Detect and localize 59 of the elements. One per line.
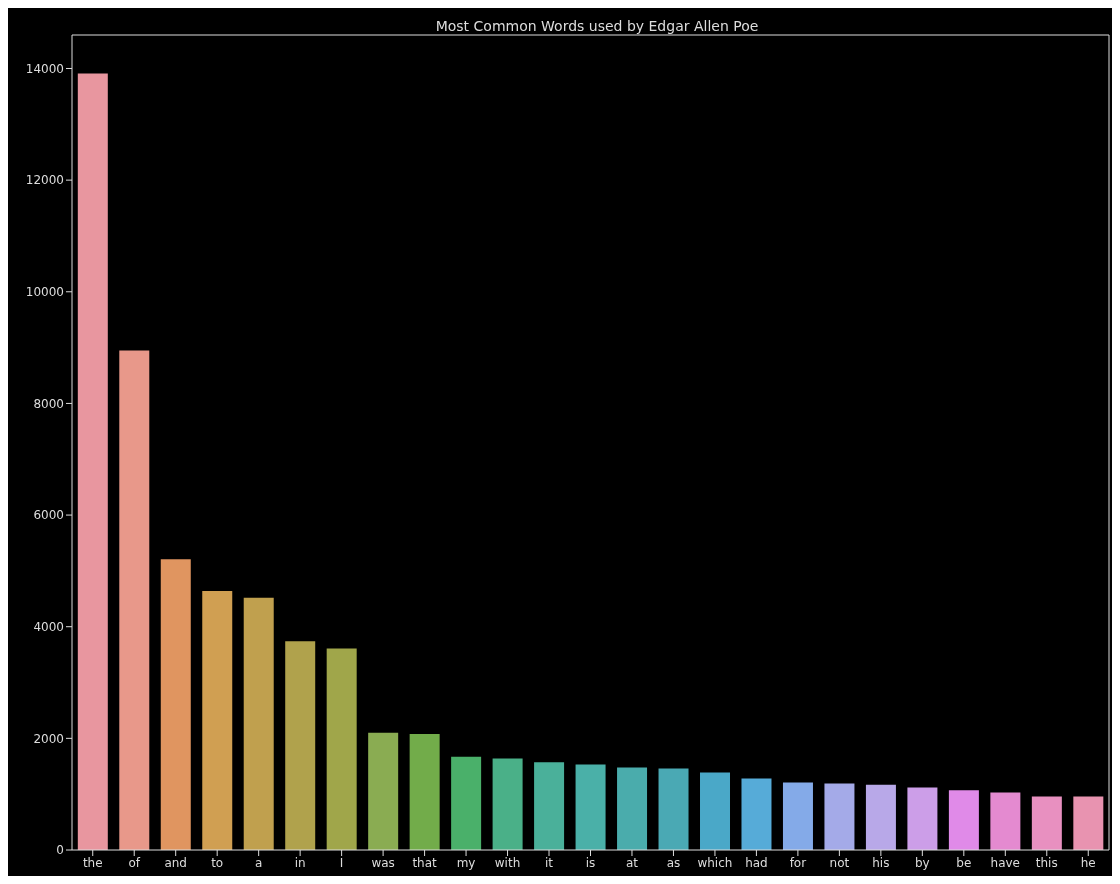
- y-tick-label: 4000: [33, 619, 64, 634]
- bar: [243, 597, 274, 850]
- x-tick-label: of: [128, 855, 141, 870]
- y-tick-label: 0: [56, 843, 64, 858]
- bar: [451, 756, 482, 850]
- bar: [617, 767, 648, 850]
- x-tick-label: not: [829, 855, 850, 870]
- bar: [865, 784, 896, 850]
- x-tick-label: it: [545, 855, 554, 870]
- bar: [202, 590, 233, 850]
- bar: [948, 790, 979, 850]
- x-tick-label: which: [697, 855, 733, 870]
- bar: [700, 772, 731, 850]
- x-tick-label: in: [294, 855, 306, 870]
- y-tick-label: 8000: [33, 396, 64, 411]
- bar: [1031, 796, 1062, 850]
- bar: [782, 782, 813, 850]
- x-tick-label: as: [666, 855, 681, 870]
- bar: [1073, 796, 1104, 850]
- bar: [77, 73, 108, 850]
- chart-title: Most Common Words used by Edgar Allen Poe: [434, 18, 760, 34]
- bar: [285, 641, 316, 850]
- x-tick-label: with: [494, 855, 521, 870]
- x-tick-label: the: [82, 855, 103, 870]
- x-tick-label: by: [914, 855, 930, 870]
- bar: [326, 648, 357, 850]
- bar: [575, 764, 606, 850]
- y-tick-label: 10000: [25, 285, 64, 300]
- bar: [990, 792, 1021, 850]
- bar: [160, 559, 191, 850]
- x-tick-label: I: [339, 855, 344, 870]
- y-tick-label: 12000: [25, 173, 64, 188]
- bar: [658, 768, 689, 850]
- x-tick-label: that: [412, 855, 438, 870]
- x-tick-label: was: [371, 855, 395, 870]
- x-tick-label: is: [585, 855, 596, 870]
- x-tick-label: a: [254, 855, 263, 870]
- x-tick-label: have: [990, 855, 1021, 870]
- bar: [741, 778, 772, 850]
- x-tick-label: be: [956, 855, 972, 870]
- bar: [119, 350, 150, 850]
- x-tick-label: had: [745, 855, 768, 870]
- x-tick-label: he: [1080, 855, 1096, 870]
- x-tick-label: and: [164, 855, 187, 870]
- bar: [824, 783, 855, 850]
- x-tick-label: at: [625, 855, 639, 870]
- y-tick-label: 14000: [25, 61, 64, 76]
- x-tick-label: for: [789, 855, 807, 870]
- bar: [907, 787, 938, 850]
- y-tick-label: 2000: [33, 731, 64, 746]
- bar: [409, 733, 440, 850]
- x-tick-label: his: [872, 855, 890, 870]
- bar: [492, 758, 523, 850]
- bar: [368, 732, 399, 850]
- y-tick-label: 6000: [33, 508, 64, 523]
- x-tick-label: this: [1035, 855, 1058, 870]
- bar: [534, 762, 565, 850]
- x-tick-label: my: [456, 855, 476, 870]
- x-tick-label: to: [211, 855, 224, 870]
